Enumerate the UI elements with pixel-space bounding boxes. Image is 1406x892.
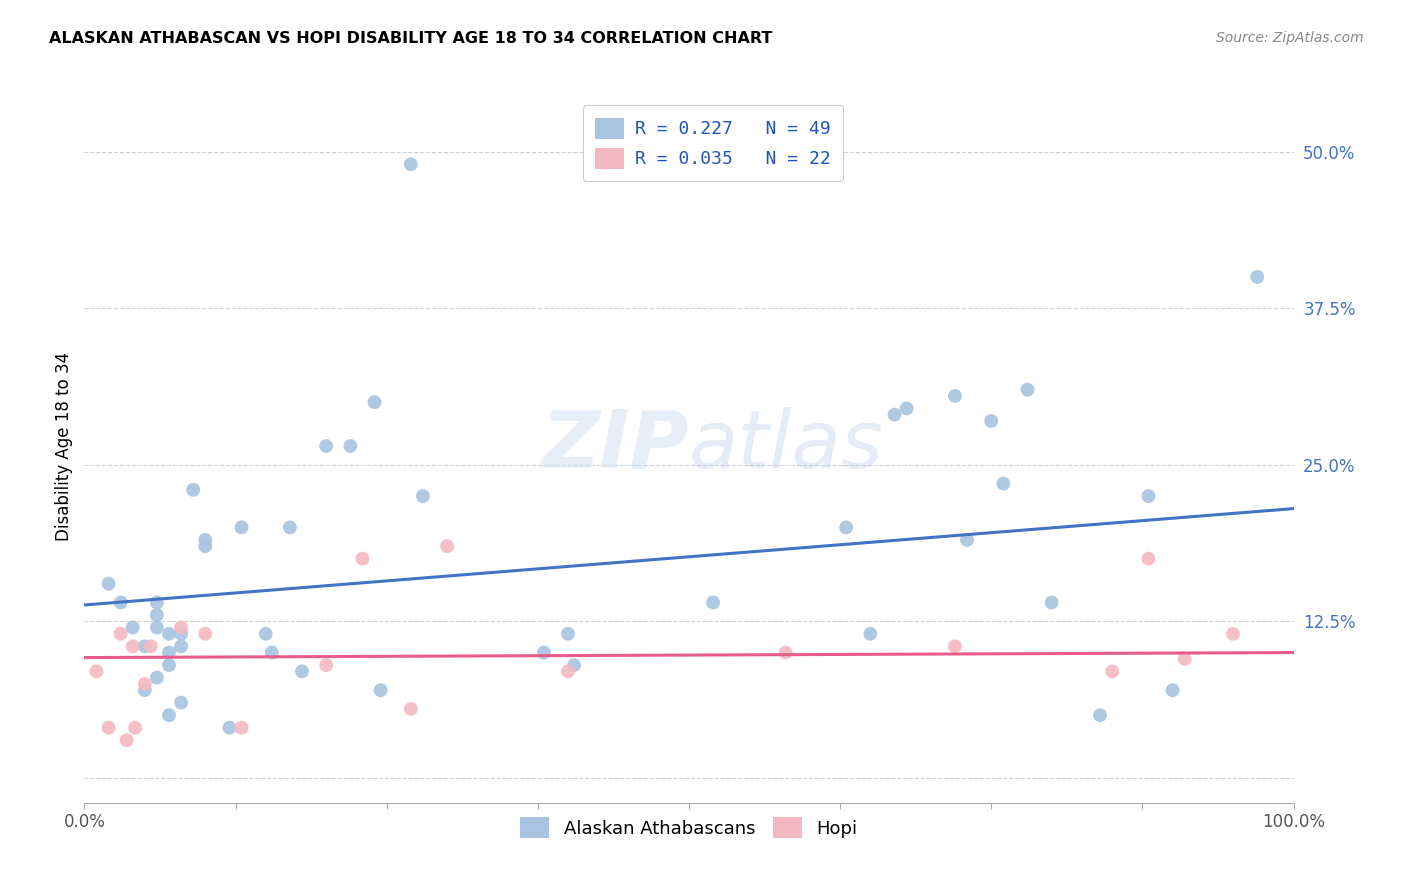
Point — [1246, 270, 1268, 285]
Point — [412, 489, 434, 503]
Point — [557, 665, 579, 679]
Point — [181, 483, 204, 497]
Point — [1040, 595, 1063, 609]
Point — [231, 520, 253, 534]
Point — [1088, 708, 1111, 723]
Point — [883, 408, 905, 422]
Point — [363, 395, 385, 409]
Point — [170, 627, 193, 641]
Point — [370, 683, 392, 698]
Point — [254, 627, 277, 641]
Point — [1017, 383, 1039, 397]
Point — [110, 627, 132, 641]
Point — [194, 627, 217, 641]
Point — [134, 640, 156, 654]
Point — [115, 733, 138, 747]
Point — [1137, 551, 1160, 566]
Point — [146, 595, 169, 609]
Point — [86, 665, 108, 679]
Point — [260, 646, 283, 660]
Point — [943, 389, 966, 403]
Point — [1222, 627, 1244, 641]
Point — [170, 696, 193, 710]
Point — [170, 640, 193, 654]
Point — [399, 157, 422, 171]
Point — [121, 621, 143, 635]
Point — [170, 621, 193, 635]
Point — [352, 551, 374, 566]
Point — [146, 607, 169, 622]
Point — [835, 520, 858, 534]
Point — [194, 539, 217, 553]
Point — [859, 627, 882, 641]
Point — [436, 539, 458, 553]
Point — [339, 439, 361, 453]
Y-axis label: Disability Age 18 to 34: Disability Age 18 to 34 — [55, 351, 73, 541]
Legend: Alaskan Athabascans, Hopi: Alaskan Athabascans, Hopi — [512, 808, 866, 847]
Point — [157, 646, 180, 660]
Point — [157, 627, 180, 641]
Point — [1101, 665, 1123, 679]
Point — [956, 533, 979, 547]
Point — [315, 439, 337, 453]
Text: ZIP: ZIP — [541, 407, 689, 485]
Point — [980, 414, 1002, 428]
Point — [993, 476, 1015, 491]
Point — [134, 677, 156, 691]
Point — [943, 640, 966, 654]
Point — [1174, 652, 1197, 666]
Point — [1137, 489, 1160, 503]
Point — [399, 702, 422, 716]
Point — [533, 646, 555, 660]
Point — [291, 665, 314, 679]
Point — [121, 640, 143, 654]
Point — [315, 658, 337, 673]
Point — [157, 708, 180, 723]
Point — [146, 621, 169, 635]
Point — [97, 721, 120, 735]
Point — [775, 646, 797, 660]
Point — [194, 533, 217, 547]
Point — [97, 576, 120, 591]
Point — [110, 595, 132, 609]
Point — [146, 671, 169, 685]
Point — [139, 640, 162, 654]
Text: Source: ZipAtlas.com: Source: ZipAtlas.com — [1216, 31, 1364, 45]
Point — [557, 627, 579, 641]
Point — [157, 658, 180, 673]
Text: ALASKAN ATHABASCAN VS HOPI DISABILITY AGE 18 TO 34 CORRELATION CHART: ALASKAN ATHABASCAN VS HOPI DISABILITY AG… — [49, 31, 772, 46]
Point — [124, 721, 146, 735]
Point — [702, 595, 724, 609]
Point — [231, 721, 253, 735]
Point — [562, 658, 585, 673]
Point — [218, 721, 240, 735]
Text: atlas: atlas — [689, 407, 884, 485]
Point — [1161, 683, 1184, 698]
Point — [278, 520, 301, 534]
Point — [896, 401, 918, 416]
Point — [134, 683, 156, 698]
